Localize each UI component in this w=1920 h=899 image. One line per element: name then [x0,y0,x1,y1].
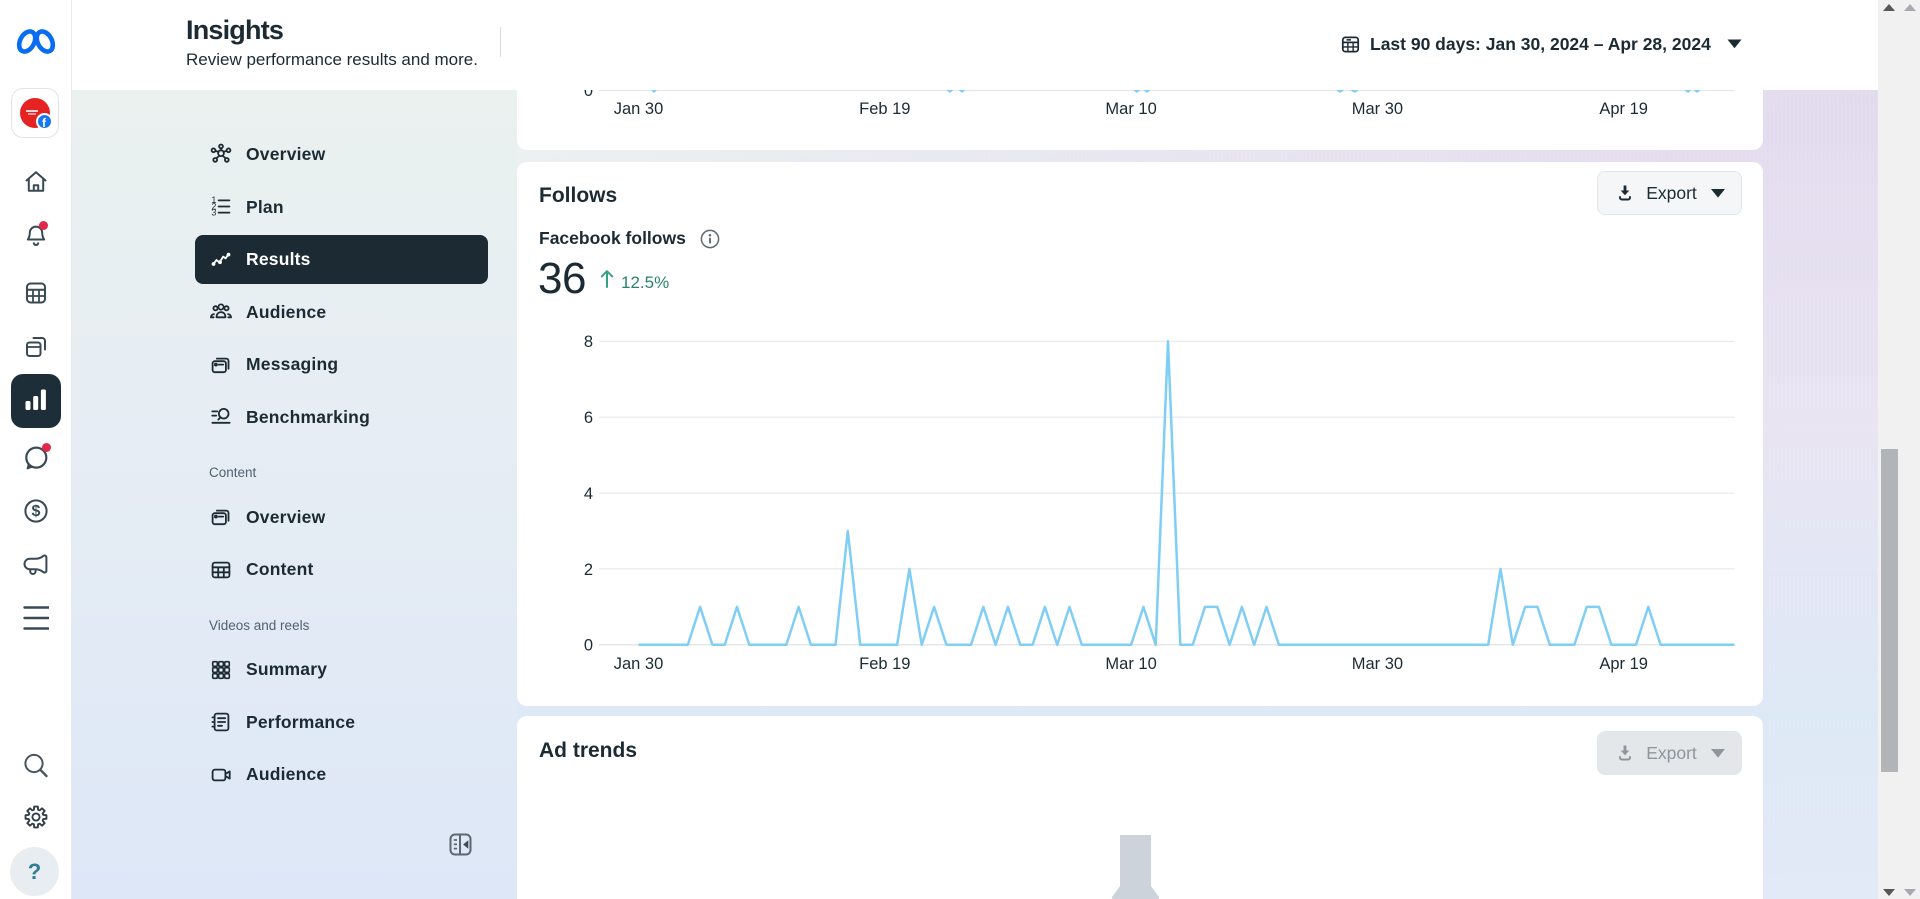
svg-text:2: 2 [584,561,593,579]
svg-text:8: 8 [584,333,593,351]
svg-text:3: 3 [211,207,216,217]
svg-text:4: 4 [584,485,593,503]
svg-text:Jan 30: Jan 30 [614,100,664,118]
svg-text:2: 2 [211,201,216,211]
svg-text:Mar 10: Mar 10 [1105,100,1156,118]
svg-text:Mar 30: Mar 30 [1352,655,1403,673]
svg-text:Mar 10: Mar 10 [1105,655,1156,673]
svg-text:Apr 19: Apr 19 [1599,100,1648,118]
svg-text:Apr 19: Apr 19 [1599,655,1648,673]
svg-text:$: $ [32,503,41,520]
svg-text:0: 0 [584,637,593,655]
svg-text:Mar 30: Mar 30 [1352,100,1403,118]
svg-text:Jan 30: Jan 30 [614,655,664,673]
svg-text:6: 6 [584,409,593,427]
svg-text:Feb 19: Feb 19 [859,100,910,118]
svg-text:1: 1 [211,195,216,205]
svg-text:0: 0 [584,82,593,100]
svg-text:Feb 19: Feb 19 [859,655,910,673]
